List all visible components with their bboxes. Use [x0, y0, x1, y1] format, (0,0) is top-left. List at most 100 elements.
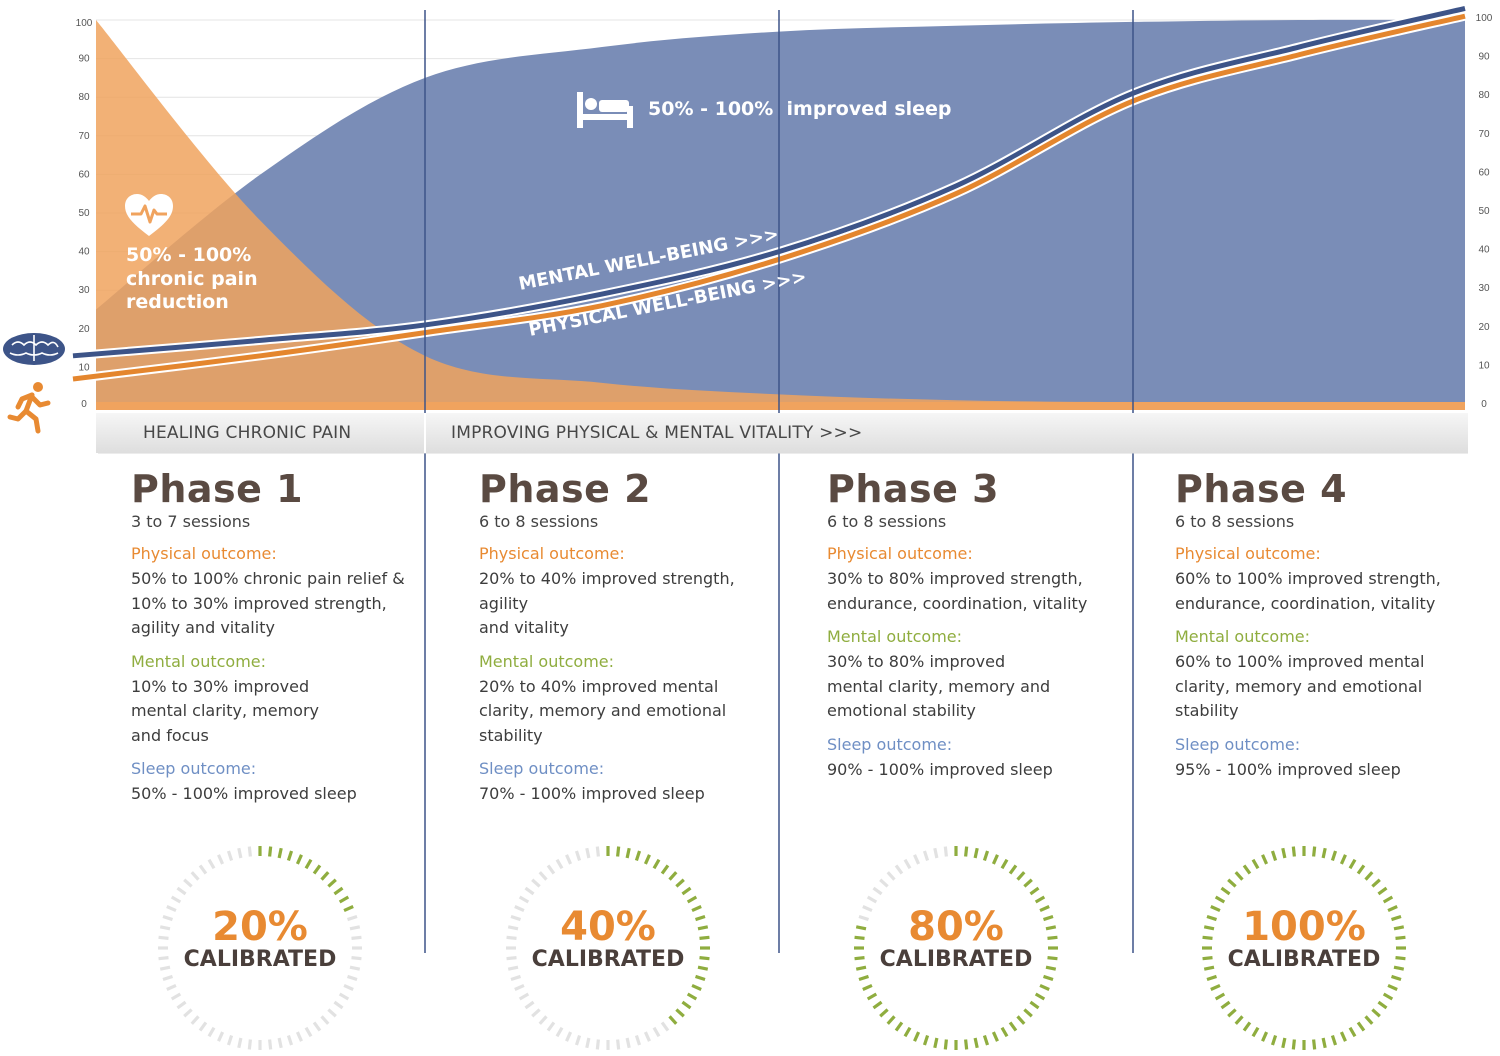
gauge-tick-filled: [1029, 1000, 1040, 1010]
gauge-tick: [207, 858, 216, 870]
y-tick-label-right: 100: [1476, 13, 1493, 24]
y-tick-label-left: 80: [78, 92, 90, 103]
gauge-tick-filled: [343, 905, 354, 913]
gauge-tick-filled: [1387, 983, 1398, 991]
phase-sessions: 6 to 8 sessions: [479, 512, 599, 531]
gauge-tick-filled: [1270, 850, 1278, 861]
gauge-tick-filled: [1364, 871, 1374, 881]
phase-sessions: 3 to 7 sessions: [131, 512, 251, 531]
y-tick-label-right: 0: [1481, 399, 1487, 410]
gauge-tick-filled: [1034, 895, 1046, 904]
gauge-tick: [507, 925, 519, 931]
band-label-left: HEALING CHRONIC PAIN: [143, 423, 352, 443]
gauge-calibrated-label: CALIBRATED: [1227, 947, 1381, 972]
gauge-tick-filled: [862, 983, 873, 991]
y-axis-left: 0 10 20 30 40 50 60 70 80 90 100: [76, 18, 93, 410]
gauge-tick-filled: [1395, 935, 1406, 940]
y-tick-label-right: 60: [1478, 167, 1490, 178]
gauge-tick: [858, 914, 869, 922]
brain-icon: [3, 333, 65, 365]
gauge-tick-filled: [1214, 895, 1226, 904]
gauge-tick: [660, 1021, 670, 1032]
gauge-tick: [872, 886, 883, 896]
y-tick-label-left: 0: [81, 399, 87, 410]
gauge-tick: [555, 1026, 564, 1038]
gauge-tick-filled: [964, 1039, 969, 1050]
gauge-tick: [312, 1021, 322, 1032]
gauge-tick-filled: [668, 871, 678, 881]
gauge-tick: [555, 858, 564, 870]
calibration-gauge: 40% CALIBRATED: [503, 843, 713, 1053]
gauge-tick-filled: [675, 878, 685, 888]
gauge-tick-filled: [858, 974, 869, 982]
gauge-tick: [217, 1031, 225, 1042]
gauge-tick: [546, 864, 556, 875]
gauge-tick: [338, 992, 350, 1001]
gauge-tick-filled: [1214, 992, 1226, 1001]
gauge-tick-filled: [643, 854, 651, 865]
gauge-tick: [286, 1035, 294, 1046]
gauge-calibrated-label: CALIBRATED: [183, 947, 337, 972]
gauge-rings: [158, 846, 1406, 1050]
calibration-gauge: 80% CALIBRATED: [851, 843, 1061, 1053]
gauge-tick-filled: [660, 864, 670, 875]
gauge-tick: [170, 895, 182, 904]
gauge-tick: [506, 935, 517, 940]
gauge-tick: [198, 864, 208, 875]
phase-sessions: 6 to 8 sessions: [827, 512, 947, 531]
gauge-tick-filled: [1364, 1015, 1374, 1025]
gauge-tick: [514, 983, 525, 991]
y-tick-label-left: 20: [78, 324, 90, 335]
sleep-outcome-label: Sleep outcome:: [131, 759, 257, 778]
gauge-tick: [943, 846, 948, 857]
gauge-tick: [531, 1008, 541, 1018]
gauge-tick: [327, 1008, 337, 1018]
gauge-tick: [510, 914, 521, 922]
sleep-area: [96, 19, 1465, 407]
gauge-tick-filled: [933, 1037, 939, 1049]
sleep-outcome-text: 70% - 100% improved sleep: [479, 784, 705, 803]
gauge-tick: [595, 846, 600, 857]
gauge-tick-filled: [1321, 1037, 1327, 1049]
gauge-tick-filled: [1227, 1008, 1237, 1018]
gauge-tick-filled: [1047, 935, 1058, 940]
gauge-tick: [524, 886, 535, 896]
y-tick-label-right: 90: [1478, 52, 1490, 63]
pain-area: [96, 20, 1465, 406]
gauge-tick-filled: [1023, 1008, 1033, 1018]
gauge-tick: [277, 1037, 283, 1049]
gauge-tick: [585, 1037, 591, 1049]
gauge-tick: [349, 965, 361, 971]
y-tick-label-left: 10: [78, 362, 90, 373]
gauge-tick: [351, 935, 362, 940]
gauge-tick-filled: [866, 992, 878, 1001]
gauge-tick: [320, 1015, 330, 1025]
gauge-tick-filled: [1348, 858, 1357, 870]
gauge-tick: [159, 965, 171, 971]
gauge-tick: [226, 850, 234, 861]
gauge-tick-filled: [1348, 1026, 1357, 1038]
gauge-percent: 80%: [908, 904, 1004, 950]
mental-outcome-text: 10% to 30% improved mental clarity, memo…: [131, 676, 320, 745]
gauge-tick-filled: [1387, 905, 1398, 913]
gauge-tick-filled: [973, 847, 979, 859]
gauge-tick-filled: [1393, 925, 1405, 931]
gauge-tick: [634, 1035, 642, 1046]
gauge-tick-filled: [686, 992, 698, 1001]
gauge-tick: [643, 1031, 651, 1042]
gauge-tick-filled: [699, 935, 710, 940]
gauge-tick-filled: [668, 1015, 678, 1025]
gauge-tick-filled: [686, 895, 698, 904]
mental-outcome-label: Mental outcome:: [131, 651, 267, 671]
gauge-tick-filled: [1312, 846, 1317, 857]
mental-outcome-label: Mental outcome:: [1175, 627, 1311, 646]
mental-outcome-text: 60% to 100% improved mental clarity, mem…: [1175, 652, 1425, 720]
physical-outcome-label: Physical outcome:: [1175, 544, 1321, 563]
gauge-tick: [333, 1000, 344, 1010]
gauge-tick-filled: [1227, 878, 1237, 888]
gauge-calibrated-label: CALIBRATED: [531, 947, 685, 972]
gauge-tick-filled: [1043, 974, 1054, 982]
y-tick-label-right: 30: [1478, 283, 1490, 294]
y-tick-label-right: 10: [1478, 360, 1490, 371]
